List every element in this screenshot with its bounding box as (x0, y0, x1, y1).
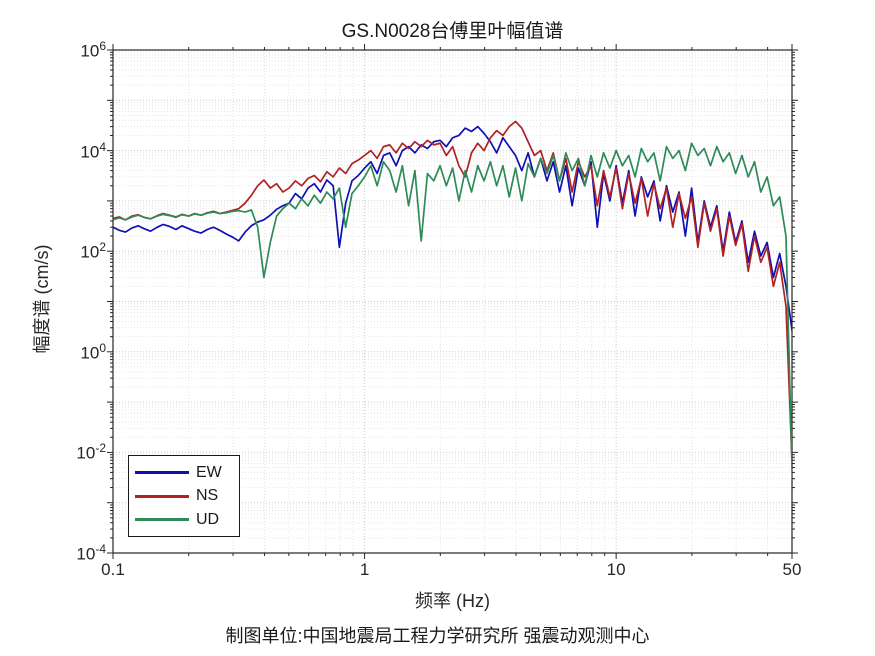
x-axis-label: 频率 (Hz) (415, 591, 490, 611)
legend-line-ns (135, 494, 189, 498)
axes-box (112, 49, 793, 554)
x-tick-label: 0.1 (101, 560, 125, 579)
legend-item-ew: EW (135, 464, 233, 482)
y-axis-label: 幅度谱 (cm/s) (32, 244, 52, 354)
y-tick-label: 10-4 (76, 542, 106, 564)
series-line-ud (113, 142, 792, 479)
legend-label-ud: UD (196, 510, 220, 528)
legend-item-ns: NS (135, 487, 233, 505)
chart-title: GS.N0028台傅里叶幅值谱 (341, 21, 564, 42)
y-tick-label: 100 (80, 340, 106, 363)
y-tick-label: 104 (80, 139, 106, 162)
x-tick-label: 1 (359, 560, 370, 579)
legend-label-ns: NS (196, 487, 219, 504)
series-line-ns (113, 120, 792, 468)
legend: EW NS UD (128, 455, 240, 537)
y-tick-label: 10-2 (76, 441, 106, 464)
series-line-ew (113, 125, 792, 332)
legend-item-ud: UD (135, 511, 233, 529)
x-tick-label: 10 (606, 560, 626, 579)
y-tick-label: 106 (80, 39, 106, 61)
y-tick-label: 102 (80, 240, 106, 262)
caption: 制图单位:中国地震局工程力学研究所 强震动观测中心 (225, 626, 650, 646)
legend-label-ew: EW (196, 463, 222, 481)
legend-line-ew (135, 471, 189, 474)
legend-line-ud (135, 518, 189, 521)
x-tick-label: 50 (782, 560, 802, 579)
